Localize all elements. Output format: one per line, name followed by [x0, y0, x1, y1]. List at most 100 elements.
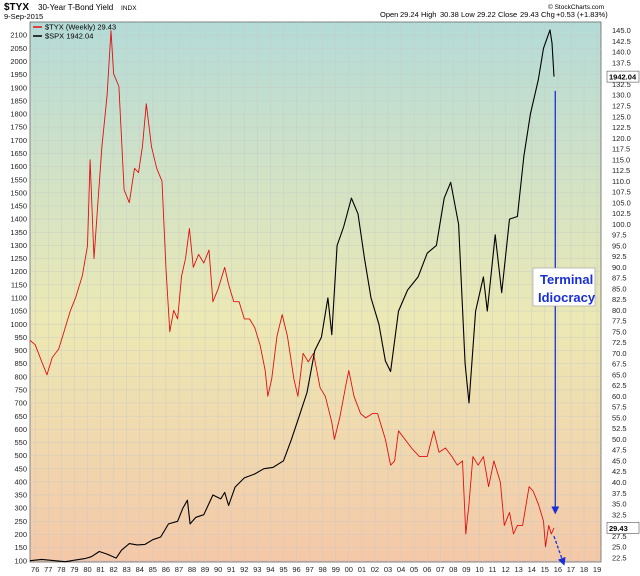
left-tick-label: 1100	[11, 294, 27, 303]
right-tick-label: 50.0	[612, 435, 627, 444]
series-line-spx	[29, 29, 555, 563]
x-tick-label: 94	[266, 565, 274, 574]
left-tick-label: 2050	[10, 44, 27, 53]
x-tick-label: 79	[70, 565, 78, 574]
right-tick-label: 120.0	[612, 134, 631, 143]
right-tick-label: 45.0	[612, 456, 627, 465]
x-tick-label: 83	[123, 565, 131, 574]
legend: $TYX (Weekly) 29.43 $SPX 1942.04	[33, 23, 116, 41]
left-tick-label: 600	[14, 425, 27, 434]
x-tick-label: 99	[332, 565, 340, 574]
left-tick-label: 700	[14, 399, 27, 408]
left-tick-label: 2100	[10, 31, 27, 40]
close-value: 29.43	[520, 10, 539, 19]
watermark: © StockCharts.com	[548, 3, 604, 11]
left-tick-label: 1000	[10, 320, 27, 329]
x-tick-label: 92	[240, 565, 248, 574]
right-tick-label: 130.0	[612, 91, 631, 100]
left-tick-label: 1050	[10, 307, 27, 316]
x-tick-label: 05	[410, 565, 418, 574]
open-label: Open	[380, 10, 398, 19]
spx-last-value-tag-box	[606, 70, 640, 83]
x-tick-label: 93	[253, 565, 261, 574]
left-tick-label: 2000	[10, 57, 27, 66]
left-tick-label: 150	[14, 543, 27, 552]
right-tick-label: 95.0	[612, 241, 627, 250]
projection-arrow	[553, 535, 566, 566]
right-tick-label: 27.5	[612, 532, 627, 541]
right-tick-label: 42.5	[612, 467, 627, 476]
right-tick-label: 25.0	[612, 543, 627, 552]
right-tick-label: 52.5	[612, 424, 627, 433]
low-value: 29.22	[477, 10, 496, 19]
left-tick-label: 1650	[10, 149, 27, 158]
x-tick-label: 88	[188, 565, 196, 574]
right-tick-label: 77.5	[612, 317, 627, 326]
series-line-tyx	[29, 30, 555, 548]
right-axis: 22.525.027.530.032.535.037.540.042.545.0…	[612, 26, 631, 562]
left-tick-label: 1450	[10, 202, 27, 211]
annotation: Terminal Idiocracy	[532, 90, 596, 515]
right-tick-label: 35.0	[612, 500, 627, 509]
left-tick-label: 100	[14, 556, 27, 565]
chg-label: Chg	[541, 10, 555, 19]
left-tick-label: 450	[14, 464, 27, 473]
spx-last-value-tag: 1942.04	[609, 73, 637, 82]
left-tick-label: 750	[14, 385, 27, 394]
left-tick-label: 1900	[10, 83, 27, 92]
right-tick-label: 87.5	[612, 274, 627, 283]
legend-tyx: $TYX (Weekly) 29.43	[45, 23, 116, 32]
x-tick-label: 90	[214, 565, 222, 574]
x-tick-label: 86	[162, 565, 170, 574]
right-tick-label: 92.5	[612, 252, 627, 261]
right-tick-label: 75.0	[612, 327, 627, 336]
right-tick-label: 102.5	[612, 209, 631, 218]
date-label: 9-Sep-2015	[4, 12, 43, 21]
x-tick-label: 07	[436, 565, 444, 574]
right-tick-label: 145.0	[612, 26, 631, 35]
high-label: High	[421, 10, 436, 19]
left-tick-label: 1400	[10, 215, 27, 224]
left-tick-label: 500	[14, 451, 27, 460]
right-tick-label: 40.0	[612, 478, 627, 487]
x-tick-label: 95	[279, 565, 287, 574]
x-tick-label: 08	[449, 565, 457, 574]
x-tick-label: 77	[44, 565, 52, 574]
left-tick-label: 250	[14, 517, 27, 526]
annotation-line1: Terminal	[540, 272, 593, 287]
annotation-box	[532, 267, 596, 307]
chart-header: $TYX 30-Year T-Bond Yield INDX 9-Sep-201…	[4, 2, 608, 21]
x-tick-label: 10	[475, 565, 483, 574]
right-tick-label: 37.5	[612, 489, 627, 498]
exchange-label: INDX	[121, 5, 137, 12]
left-tick-label: 200	[14, 530, 27, 539]
right-tick-label: 80.0	[612, 306, 627, 315]
x-tick-label: 16	[554, 565, 562, 574]
left-tick-label: 1200	[10, 267, 27, 276]
right-tick-label: 100.0	[612, 220, 631, 229]
x-tick-label: 85	[149, 565, 157, 574]
x-tick-label: 81	[96, 565, 104, 574]
right-tick-label: 107.5	[612, 188, 631, 197]
x-tick-label: 03	[384, 565, 392, 574]
right-tick-label: 55.0	[612, 413, 627, 422]
right-tick-label: 97.5	[612, 231, 627, 240]
left-tick-label: 950	[14, 333, 27, 342]
right-tick-label: 47.5	[612, 446, 627, 455]
right-tick-label: 85.0	[612, 284, 627, 293]
right-tick-label: 60.0	[612, 392, 627, 401]
right-tick-label: 72.5	[612, 338, 627, 347]
left-tick-label: 400	[14, 477, 27, 486]
series-layer	[29, 29, 566, 566]
left-tick-label: 300	[14, 504, 27, 513]
right-tick-label: 57.5	[612, 403, 627, 412]
x-tick-label: 78	[57, 565, 65, 574]
x-tick-label: 19	[593, 565, 601, 574]
left-tick-label: 1550	[10, 175, 27, 184]
right-tick-label: 82.5	[612, 295, 627, 304]
left-tick-label: 1300	[10, 241, 27, 250]
x-tick-label: 76	[31, 565, 39, 574]
x-tick-label: 80	[83, 565, 91, 574]
plot-background	[29, 21, 602, 563]
